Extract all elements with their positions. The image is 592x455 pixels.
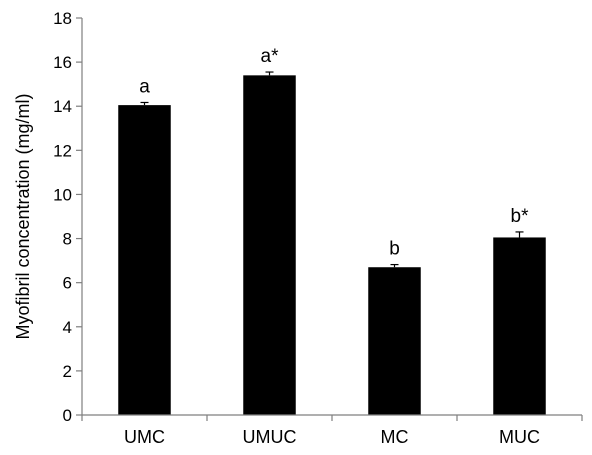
bar-annotation-label: b	[389, 239, 400, 260]
x-category-label: MC	[381, 427, 409, 447]
axes-group	[81, 18, 582, 416]
y-axis-title-group: Myofibril concentration (mg/ml)	[13, 93, 33, 339]
y-tick-label: 10	[53, 185, 72, 204]
y-tick-label: 8	[63, 230, 72, 249]
error-bars-group	[140, 71, 524, 268]
bar	[368, 267, 421, 415]
bar-annotation-label: a	[139, 76, 150, 97]
bars-group	[118, 75, 546, 415]
x-category-label: UMC	[124, 427, 165, 447]
bar	[493, 237, 546, 415]
y-tick-label: 12	[53, 141, 72, 160]
y-axis-title: Myofibril concentration (mg/ml)	[13, 93, 33, 339]
y-axis-ticks: 0 2 4 6 8 10 12 14 16 18	[53, 9, 583, 425]
y-tick-label: 4	[63, 318, 72, 337]
y-tick-label: 14	[53, 97, 72, 116]
y-tick-label: 0	[63, 406, 72, 425]
bar-annotation-label: b*	[511, 206, 530, 227]
x-category-label: UMUC	[243, 427, 297, 447]
bar	[243, 75, 296, 415]
y-tick-label: 6	[63, 274, 72, 293]
category-labels-group: UMC UMUC MC MUC	[124, 427, 540, 447]
y-tick-label: 2	[63, 362, 72, 381]
y-tick-label: 18	[53, 9, 72, 28]
bar-labels-group: a a* b b*	[139, 46, 529, 260]
x-category-label: MUC	[499, 427, 540, 447]
y-tick-label: 16	[53, 53, 72, 72]
bar-annotation-label: a*	[261, 46, 280, 67]
bar	[118, 105, 171, 415]
